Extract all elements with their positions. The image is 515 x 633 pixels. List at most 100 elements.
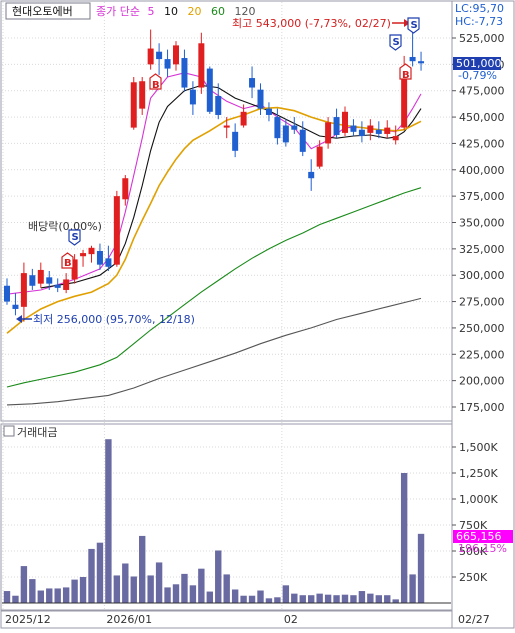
low-annotation: 최저 256,000 (95,70%, 12/18) [33, 313, 195, 326]
volume-bar [155, 562, 163, 603]
candle-body [223, 125, 230, 128]
stock-name-box[interactable] [5, 2, 91, 20]
candle-body [384, 127, 391, 134]
volume-bar [341, 594, 349, 603]
candle-body [358, 129, 365, 137]
volume-tick-label: 750K [459, 519, 488, 532]
buy-signal-text-3: B [402, 70, 410, 81]
ma-line-20 [6, 106, 422, 334]
candle-body [122, 178, 129, 200]
candle-body [96, 250, 103, 265]
candle-body [80, 253, 87, 257]
volume-bar [130, 576, 137, 603]
sell-signal-text-3: S [411, 20, 418, 31]
candle-body [282, 125, 289, 143]
volume-bar [29, 579, 36, 603]
volume-title: 거래대금 [17, 426, 57, 439]
candlesticks [4, 19, 425, 322]
candle-body [265, 108, 272, 115]
candle-body [189, 89, 196, 105]
volume-bar [257, 590, 264, 603]
volume-bar [139, 535, 146, 603]
dividend-annotation: 배당락(0,00%) [28, 220, 102, 233]
volume-bar [215, 550, 222, 603]
price-tick-label: 175,000 [459, 401, 505, 414]
candle-body [198, 43, 205, 88]
volume-bar [20, 566, 28, 603]
volume-bar [54, 588, 61, 603]
volume-bar [282, 585, 290, 603]
price-tag-box [453, 57, 501, 70]
candle-body [4, 285, 10, 302]
volume-bar [3, 591, 11, 603]
volume-bar [316, 593, 323, 603]
volume-bar [79, 577, 87, 603]
candle-body [240, 111, 247, 126]
x-axis-frame [0, 610, 453, 629]
volume-bar [274, 597, 281, 603]
volume-bar [240, 595, 247, 603]
volume-bar [198, 568, 205, 603]
candle-body [206, 68, 213, 112]
volume-bar [291, 593, 298, 603]
volume-bar [96, 542, 104, 603]
price-tick-label: 400,000 [459, 164, 505, 177]
volume-bar [189, 585, 197, 603]
volume-tick-label: 1,500K [459, 441, 498, 454]
volume-tick-label: 1,250K [459, 467, 498, 480]
ma-legend-prefix: 종가 단순 [96, 5, 140, 18]
volume-bar [384, 595, 391, 603]
stock-name[interactable]: 현대오토에버 [12, 5, 73, 18]
volume-bar [105, 439, 112, 603]
candle-body [333, 117, 340, 135]
volume-bar [265, 598, 273, 603]
price-tag-change: -0,79% [458, 69, 497, 82]
volume-bar [172, 584, 180, 603]
volume-bar [37, 590, 44, 603]
date-tick-label: 2026/01 [106, 613, 152, 626]
volume-bar [400, 473, 408, 603]
volume-bar [417, 533, 425, 603]
candle-body [409, 56, 416, 62]
ma-legend-20: 20 [187, 5, 201, 18]
candle-body [299, 129, 306, 152]
ma-line-60 [6, 187, 422, 388]
volume-bar [350, 595, 357, 603]
candle-body [181, 58, 188, 88]
sell-signal-text-2: S [393, 37, 400, 48]
volume-bar [308, 595, 315, 603]
volume-bar [333, 595, 340, 603]
volume-bar [324, 594, 332, 603]
candle-body [139, 81, 146, 109]
candle-body [147, 48, 154, 65]
volume-bar [164, 587, 171, 603]
volume-bar [299, 595, 306, 603]
lc-label: LC:95,70 [455, 2, 504, 15]
price-tick-label: 275,000 [459, 296, 505, 309]
sell-signal-badge: S [68, 229, 81, 246]
price-tick-label: 200,000 [459, 375, 505, 388]
candle-body [88, 247, 95, 255]
volume-bar [231, 589, 239, 603]
candle-body [63, 279, 70, 290]
price-tick-label: 450,000 [459, 111, 505, 124]
candle-body [367, 125, 374, 133]
candle-body [156, 51, 163, 60]
buy-signal-badge-3: B [399, 63, 412, 81]
candle-body [12, 304, 19, 309]
ma-legend-5: 5 [147, 5, 154, 18]
ma-legend-120: 120 [234, 5, 255, 18]
candle-body [113, 196, 120, 265]
ma-line-10 [40, 84, 422, 289]
volume-bar [46, 588, 53, 603]
volume-bar [409, 574, 416, 603]
high-annotation: 최고 543,000 (-7,73%, 02/27) [232, 17, 391, 30]
price-axis-ticks: 525,000500,000475,000450,000425,000400,0… [452, 32, 505, 414]
candle-body [316, 146, 323, 167]
sell-signal-badge-2: S [389, 34, 402, 51]
date-tick-label: 02 [284, 613, 298, 626]
volume-bar [147, 575, 154, 603]
price-panel-frame [0, 0, 453, 422]
candle-body [350, 125, 357, 132]
